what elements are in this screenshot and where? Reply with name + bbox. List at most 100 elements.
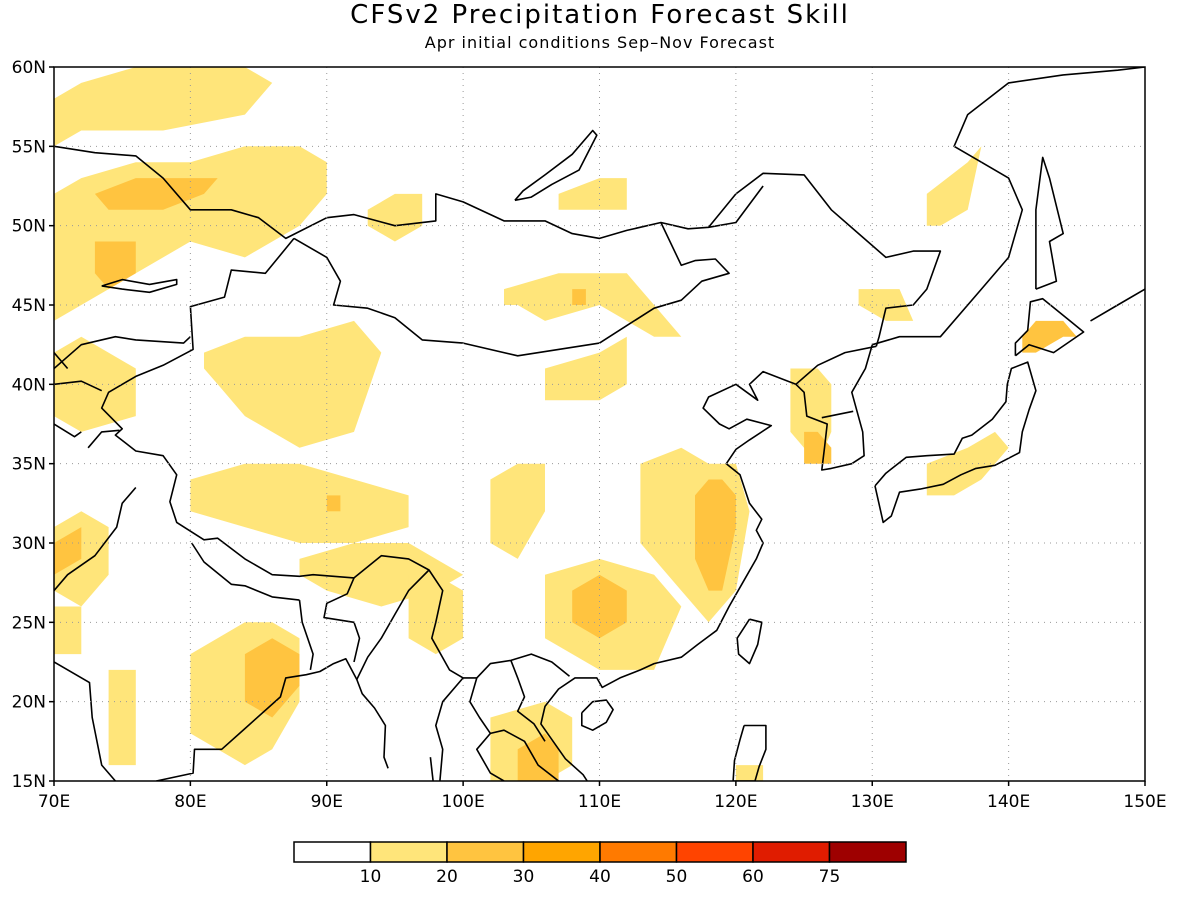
colorbar-label: 60 (742, 867, 764, 887)
lon-tick-label: 150E (1123, 792, 1166, 812)
skill-region-23 (490, 463, 545, 559)
skill-region-33 (517, 733, 559, 781)
lat-tick-label: 30N (12, 534, 46, 554)
skill-region-29 (804, 431, 832, 464)
lon-tick-label: 130E (851, 792, 894, 812)
colorbar-label: 75 (819, 867, 841, 887)
colorbar-swatch-7 (828, 841, 907, 863)
skill-region-2 (94, 178, 218, 210)
border-15 (795, 345, 877, 385)
skill-region-31 (1022, 320, 1077, 353)
skill-region-1 (54, 146, 327, 321)
skill-region-17 (54, 606, 82, 655)
border-11 (469, 677, 560, 781)
border-12 (435, 677, 464, 781)
border-1 (293, 222, 730, 357)
coastline-9 (1090, 288, 1145, 322)
border-18 (87, 429, 120, 449)
colorbar-swatch-6 (752, 841, 831, 863)
skill-region-6 (926, 146, 982, 226)
colorbar-swatch-5 (675, 841, 754, 863)
border-8 (298, 600, 314, 671)
lat-tick-label: 45N (12, 296, 46, 316)
lat-tick-label: 20N (12, 693, 46, 713)
lat-tick-label: 35N (12, 455, 46, 475)
border-0 (54, 145, 942, 347)
border-16 (821, 410, 854, 419)
skill-region-4 (367, 193, 423, 242)
coastline-5 (736, 618, 763, 665)
colorbar-swatch-4 (599, 841, 678, 863)
gridlines (54, 67, 1145, 781)
border-7 (191, 542, 300, 601)
colorbar-label: 10 (360, 867, 382, 887)
coastline-11 (54, 661, 117, 781)
skill-region-22 (408, 574, 464, 655)
border-3 (54, 335, 191, 370)
coastline-3 (540, 370, 797, 781)
coastline-6 (874, 361, 1037, 524)
coastline-1 (872, 161, 1024, 346)
skill-region-30 (926, 431, 1009, 496)
coastline-10 (732, 724, 767, 781)
coastline-17 (514, 129, 598, 202)
skill-region-27 (695, 479, 736, 591)
skill-region-14 (326, 495, 341, 512)
border-6 (54, 486, 137, 592)
lon-tick-label: 90E (311, 792, 343, 812)
coastline-0 (953, 67, 1145, 163)
border-10 (356, 569, 430, 680)
skill-region-9 (545, 336, 627, 401)
colorbar-swatch-1 (369, 841, 448, 863)
skill-region-7 (504, 273, 682, 337)
coastline-13 (429, 757, 434, 781)
lon-tick-label: 120E (714, 792, 757, 812)
skill-region-25 (572, 574, 627, 639)
skill-region-20 (244, 638, 300, 718)
lon-tick-label: 140E (987, 792, 1030, 812)
lat-tick-label: 60N (12, 58, 46, 78)
coastline-7 (1014, 297, 1085, 357)
lat-tick-label: 15N (12, 772, 46, 792)
skill-region-10 (858, 289, 914, 321)
lat-tick-label: 50N (12, 217, 46, 237)
colorbar-swatch-3 (522, 841, 601, 863)
coastline-4 (581, 699, 614, 731)
lat-tick-label: 25N (12, 613, 46, 633)
colorbar-label: 50 (666, 867, 688, 887)
coastline-2 (795, 344, 874, 471)
coastline-8 (1035, 156, 1064, 290)
border-13 (510, 660, 546, 742)
skill-region-11 (204, 320, 382, 448)
border-2 (100, 237, 571, 679)
skill-region-13 (190, 463, 409, 543)
skill-region-16 (54, 527, 82, 575)
coastline-layer (54, 67, 1145, 781)
coastline-18 (101, 278, 178, 294)
lon-tick-label: 100E (442, 792, 485, 812)
colorbar-label: 30 (513, 867, 535, 887)
border-5 (54, 423, 82, 438)
border-17 (708, 185, 764, 229)
skill-region-3 (94, 241, 136, 290)
border-9 (323, 577, 361, 663)
skill-shading-layer (54, 67, 1077, 781)
colorbar-swatch-2 (446, 841, 525, 863)
lon-tick-label: 110E (578, 792, 621, 812)
lon-tick-label: 70E (38, 792, 70, 812)
skill-region-12 (54, 336, 136, 432)
border-4 (54, 380, 103, 392)
border-14 (476, 732, 505, 781)
lat-tick-label: 55N (12, 137, 46, 157)
coastline-16 (54, 352, 69, 370)
skill-region-8 (572, 289, 586, 305)
colorbar: 10 20 30 40 50 60 75 (293, 841, 907, 887)
lat-tick-label: 40N (12, 375, 46, 395)
skill-region-5 (558, 178, 627, 210)
colorbar-swatch-0 (293, 841, 372, 863)
skill-region-18 (108, 669, 136, 766)
map-subtitle: Apr initial conditions Sep–Nov Forecast (424, 33, 776, 52)
colorbar-label: 20 (436, 867, 458, 887)
coastline-12 (156, 658, 389, 781)
